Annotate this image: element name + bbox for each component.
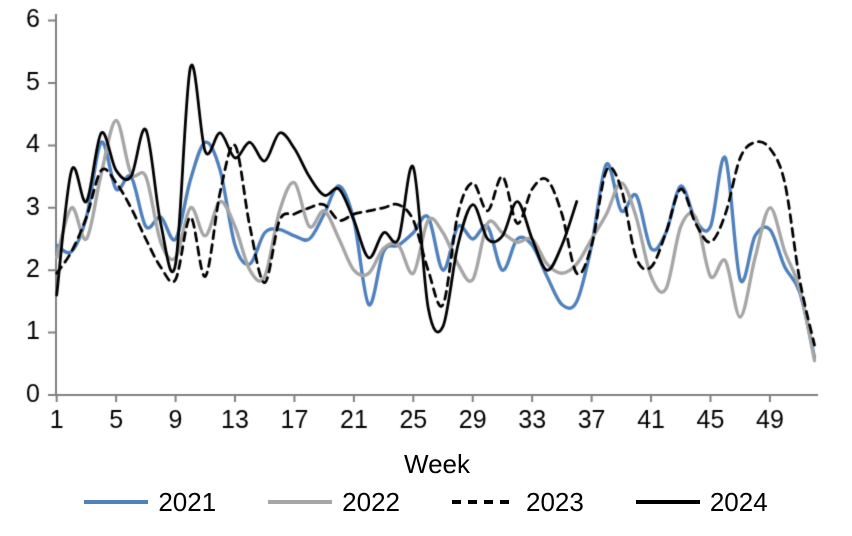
line-sample-icon-2023 xyxy=(452,500,516,504)
line-sample-icon-2022 xyxy=(268,500,333,504)
legend-label-2021: 2021 xyxy=(158,487,217,517)
legend-label-2024: 2024 xyxy=(709,487,768,517)
x-axis-title: Week xyxy=(404,449,470,479)
legend-item-2024: 2024 xyxy=(635,487,768,517)
legend-label-2023: 2023 xyxy=(526,487,584,517)
line-sample-icon-2021 xyxy=(84,500,149,504)
legend: 2021 2022 2023 2024 xyxy=(0,489,852,515)
line-sample-icon-2024 xyxy=(635,500,700,504)
legend-item-2021: 2021 xyxy=(84,489,216,515)
legend-item-2023: 2023 xyxy=(452,489,584,515)
legend-item-2022: 2022 xyxy=(268,489,400,515)
legend-label-2022: 2022 xyxy=(342,487,400,517)
